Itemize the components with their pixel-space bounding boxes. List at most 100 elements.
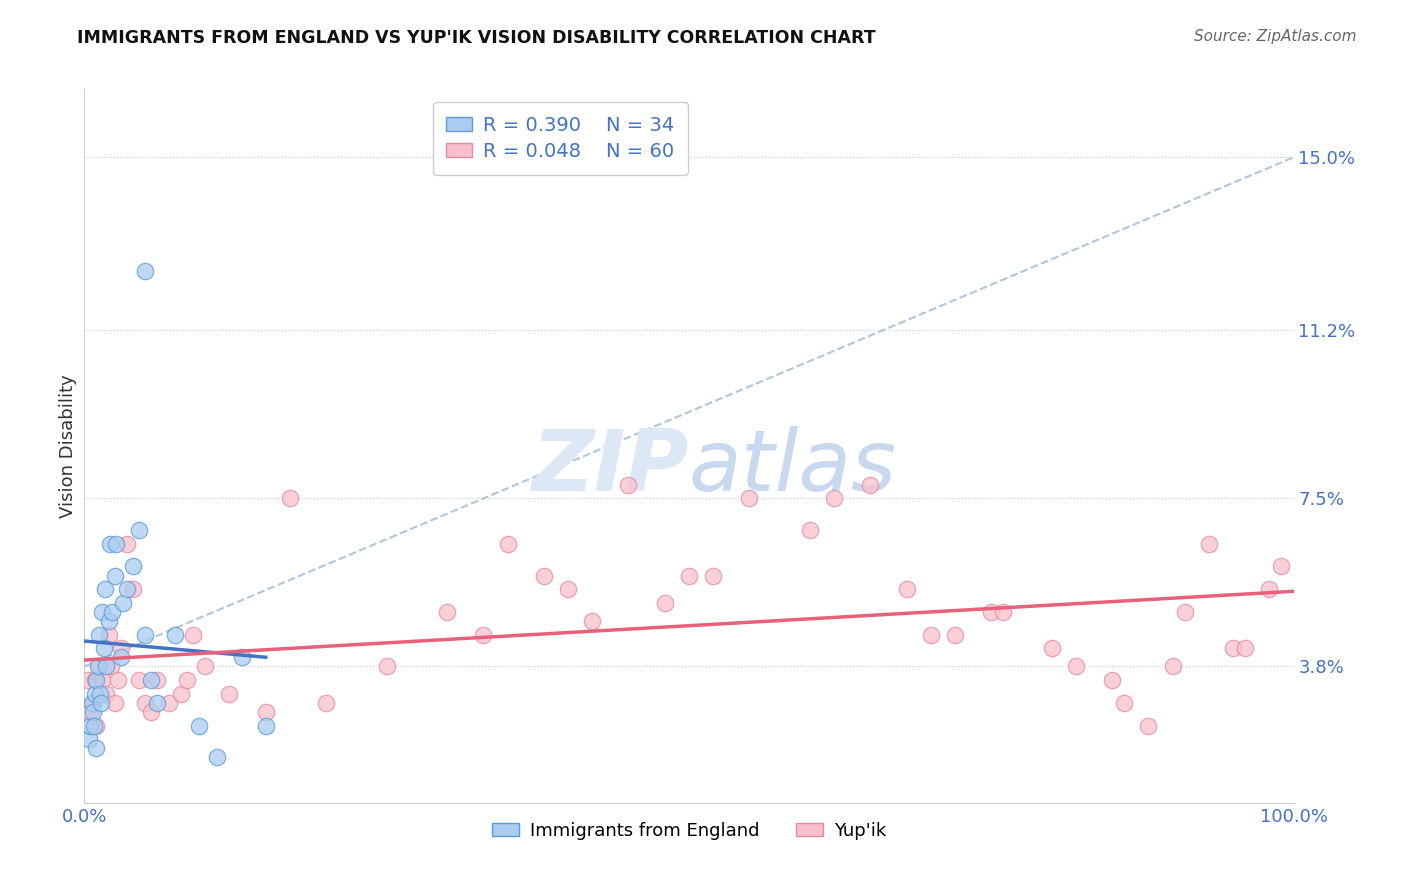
- Point: [980, 605, 1002, 619]
- Point: [94, 582, 117, 597]
- Point: [1137, 718, 1160, 732]
- Point: [77, 732, 100, 747]
- Point: [89, 687, 111, 701]
- Point: [115, 582, 138, 597]
- Point: [823, 491, 845, 506]
- Point: [581, 614, 603, 628]
- Text: ZIP: ZIP: [531, 425, 689, 509]
- Point: [176, 673, 198, 687]
- Point: [1040, 641, 1063, 656]
- Point: [101, 605, 124, 619]
- Point: [146, 673, 169, 687]
- Point: [194, 659, 217, 673]
- Point: [943, 627, 966, 641]
- Point: [79, 705, 101, 719]
- Point: [84, 687, 107, 701]
- Point: [1101, 673, 1123, 687]
- Point: [1222, 641, 1244, 656]
- Point: [315, 696, 337, 710]
- Text: Source: ZipAtlas.com: Source: ZipAtlas.com: [1194, 29, 1357, 44]
- Point: [87, 659, 110, 673]
- Point: [254, 705, 277, 719]
- Point: [533, 568, 555, 582]
- Point: [207, 750, 229, 764]
- Point: [1064, 659, 1087, 673]
- Point: [139, 673, 162, 687]
- Point: [375, 659, 398, 673]
- Point: [139, 705, 162, 719]
- Point: [678, 568, 700, 582]
- Point: [170, 687, 193, 701]
- Point: [104, 537, 127, 551]
- Point: [83, 718, 105, 732]
- Point: [104, 568, 127, 582]
- Point: [1174, 605, 1197, 619]
- Point: [134, 264, 156, 278]
- Point: [231, 650, 253, 665]
- Point: [134, 627, 156, 641]
- Point: [86, 673, 108, 687]
- Text: atlas: atlas: [689, 425, 897, 509]
- Point: [121, 582, 143, 597]
- Point: [654, 596, 676, 610]
- Point: [1198, 537, 1220, 551]
- Point: [1270, 559, 1292, 574]
- Point: [254, 718, 277, 732]
- Point: [557, 582, 579, 597]
- Point: [100, 659, 122, 673]
- Point: [128, 523, 150, 537]
- Point: [104, 696, 127, 710]
- Point: [181, 627, 204, 641]
- Point: [112, 596, 135, 610]
- Point: [107, 673, 129, 687]
- Point: [90, 696, 112, 710]
- Point: [920, 627, 942, 641]
- Point: [93, 641, 115, 656]
- Point: [1234, 641, 1257, 656]
- Point: [91, 673, 114, 687]
- Point: [472, 627, 495, 641]
- Point: [1114, 696, 1136, 710]
- Point: [84, 673, 107, 687]
- Point: [97, 627, 120, 641]
- Point: [799, 523, 821, 537]
- Point: [146, 696, 169, 710]
- Y-axis label: Vision Disability: Vision Disability: [59, 374, 77, 518]
- Point: [157, 696, 180, 710]
- Point: [82, 705, 104, 719]
- Point: [86, 659, 108, 673]
- Point: [188, 718, 211, 732]
- Point: [993, 605, 1015, 619]
- Legend: Immigrants from England, Yup'ik: Immigrants from England, Yup'ik: [485, 815, 893, 847]
- Point: [94, 659, 117, 673]
- Point: [496, 537, 519, 551]
- Point: [134, 696, 156, 710]
- Point: [278, 491, 301, 506]
- Point: [91, 605, 114, 619]
- Point: [94, 687, 117, 701]
- Point: [77, 673, 100, 687]
- Point: [1258, 582, 1281, 597]
- Point: [128, 673, 150, 687]
- Point: [79, 718, 101, 732]
- Point: [896, 582, 918, 597]
- Point: [218, 687, 240, 701]
- Point: [436, 605, 458, 619]
- Point: [859, 477, 882, 491]
- Point: [87, 627, 110, 641]
- Point: [82, 696, 104, 710]
- Point: [80, 696, 103, 710]
- Text: IMMIGRANTS FROM ENGLAND VS YUP'IK VISION DISABILITY CORRELATION CHART: IMMIGRANTS FROM ENGLAND VS YUP'IK VISION…: [77, 29, 876, 46]
- Point: [115, 537, 138, 551]
- Point: [702, 568, 724, 582]
- Point: [97, 614, 120, 628]
- Point: [121, 559, 143, 574]
- Point: [86, 741, 108, 756]
- Point: [110, 641, 132, 656]
- Point: [738, 491, 761, 506]
- Point: [110, 650, 132, 665]
- Point: [86, 718, 108, 732]
- Point: [98, 537, 121, 551]
- Point: [617, 477, 640, 491]
- Point: [1161, 659, 1184, 673]
